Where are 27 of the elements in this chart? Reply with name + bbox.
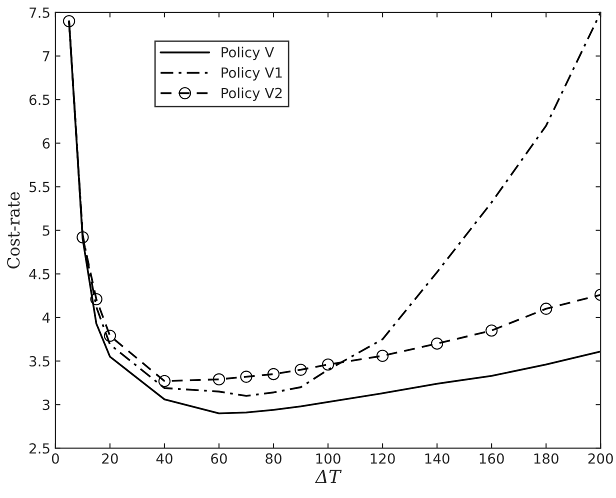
- x-tick-label: 180: [534, 453, 558, 464]
- y-tick-label: 6: [42, 138, 50, 149]
- x-tick-label: 20: [102, 453, 118, 464]
- y-tick-label: 6.5: [29, 94, 50, 106]
- legend-label: Policy V: [222, 46, 274, 60]
- y-tick-label: 7: [42, 51, 50, 62]
- y-tick-label: 5.5: [30, 182, 50, 192]
- x-tick-label: 40: [156, 453, 172, 464]
- x-tick-label: 200: [588, 453, 613, 464]
- x-tick-label: 60: [211, 453, 227, 464]
- y-tick-label: 7.5: [30, 8, 50, 18]
- y-tick-label: 3.5: [30, 356, 50, 367]
- y-tick-label: 5: [42, 225, 50, 236]
- legend-label: Policy V1: [222, 67, 282, 81]
- x-tick-label: 160: [480, 453, 504, 464]
- x-tick-label: 0: [52, 453, 59, 464]
- x-tick-label: 120: [370, 453, 395, 464]
- x-axis-title: ΔT: [314, 470, 342, 483]
- x-tick-label: 80: [266, 453, 282, 464]
- legend-label: Policy V2: [222, 88, 282, 101]
- x-tick-label: 140: [425, 453, 450, 464]
- x-tick-label: 100: [316, 453, 340, 464]
- y-tick-label: 2.5: [30, 443, 50, 454]
- y-axis-title: Cost-rate: [7, 192, 20, 268]
- y-tick-label: 4.5: [29, 269, 50, 280]
- y-tick-label: 3: [42, 400, 50, 410]
- y-tick-label: 4: [42, 312, 50, 323]
